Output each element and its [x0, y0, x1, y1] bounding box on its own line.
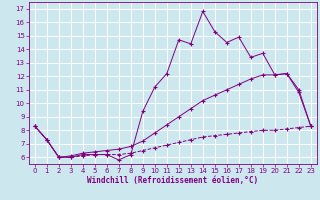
- X-axis label: Windchill (Refroidissement éolien,°C): Windchill (Refroidissement éolien,°C): [87, 176, 258, 185]
